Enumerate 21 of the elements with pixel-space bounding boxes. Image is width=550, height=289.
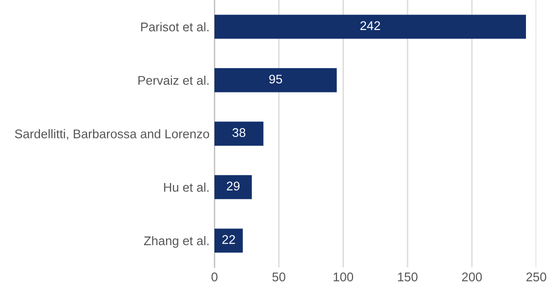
y-tick-label: Hu et al. xyxy=(164,182,208,192)
bar xyxy=(214,175,252,200)
data-label: 29 xyxy=(226,182,240,190)
x-tick-label: 150 xyxy=(398,272,418,282)
bar xyxy=(214,122,264,146)
x-tick-label: 200 xyxy=(462,272,482,282)
y-tick-label: Zhang et al. xyxy=(144,236,209,248)
bar xyxy=(214,68,337,92)
x-tick-label: 100 xyxy=(334,272,354,282)
y-tick-label: Sardellitti, Barbarossa and Lorenzo xyxy=(14,129,210,140)
data-label: 242 xyxy=(360,21,380,30)
y-tick-label: Pervaiz et al. xyxy=(138,76,208,85)
x-tick-label: 50 xyxy=(272,272,286,282)
bar xyxy=(214,14,526,39)
bar xyxy=(214,228,243,253)
data-label: 95 xyxy=(269,74,282,84)
x-tick-label: 0 xyxy=(212,272,218,282)
y-tick-label: Parisot et al. xyxy=(141,22,208,32)
x-tick-label: 250 xyxy=(526,272,546,282)
data-label: 22 xyxy=(222,235,235,244)
data-label: 38 xyxy=(232,128,246,138)
